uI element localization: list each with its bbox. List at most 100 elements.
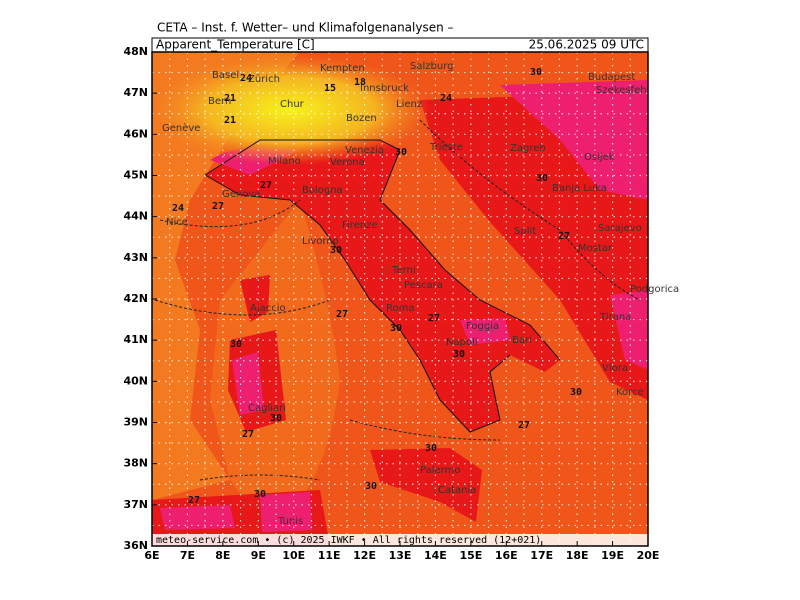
city: Tunis	[277, 516, 303, 527]
city: Napoli	[446, 337, 478, 348]
city: Firenze	[342, 220, 378, 231]
valid-time: 25.06.2025 09 UTC	[529, 38, 644, 52]
city: Podgorica	[630, 284, 679, 295]
city: Terni	[391, 265, 416, 276]
lat-label: 39N	[123, 416, 148, 429]
contour-label: 21	[224, 115, 236, 126]
contour-label: 30	[330, 245, 342, 256]
city: Bari	[512, 335, 532, 346]
lat-label: 37N	[123, 498, 148, 511]
lat-label: 41N	[123, 333, 148, 346]
city: Roma	[386, 303, 415, 314]
contour-label: 30	[425, 443, 437, 454]
lat-label: 44N	[123, 210, 148, 223]
map-field	[152, 52, 648, 546]
city: Venezia	[345, 145, 384, 156]
city: Catania	[438, 485, 476, 496]
contour-label: 27	[260, 180, 272, 191]
lon-label: 7E	[180, 549, 195, 562]
city: Palermo	[420, 465, 460, 476]
contour-label: 30	[536, 173, 548, 184]
contour-label: 24	[172, 203, 184, 214]
city: Genova	[222, 189, 260, 200]
lat-label: 47N	[123, 86, 148, 99]
city: Osijek	[584, 152, 615, 163]
city: Verona	[330, 157, 365, 168]
footer: meteo-service.com • (c) 2025 IWKF • All …	[156, 535, 541, 546]
lon-label: 8E	[215, 549, 230, 562]
contour-label: 27	[428, 313, 440, 324]
city: Milano	[268, 156, 301, 167]
lon-label: 20E	[637, 549, 660, 562]
lon-label: 19E	[601, 549, 624, 562]
lat-label: 36N	[123, 539, 148, 552]
city: Chur	[280, 99, 305, 110]
city: Ajaccio	[250, 303, 286, 314]
city: Split	[514, 226, 536, 237]
contour-label: 27	[518, 420, 530, 431]
lon-label: 15E	[459, 549, 482, 562]
lat-label: 48N	[123, 45, 148, 58]
contour-label: 27	[188, 495, 200, 506]
lon-label: 6E	[144, 549, 159, 562]
contour-label: 15	[324, 83, 336, 94]
city: Sarajevo	[598, 223, 642, 234]
lon-label: 14E	[424, 549, 447, 562]
contour-label: 30	[530, 67, 542, 78]
contour-label: 27	[336, 309, 348, 320]
city: Zagreb	[510, 143, 546, 154]
contour-label: 27	[242, 429, 254, 440]
contour-label: 30	[395, 147, 407, 158]
lon-label: 17E	[530, 549, 553, 562]
lat-label: 42N	[123, 292, 148, 305]
lon-label: 10E	[282, 549, 305, 562]
lon-label: 12E	[353, 549, 376, 562]
lon-label: 11E	[318, 549, 341, 562]
city: Innsbruck	[360, 83, 409, 94]
contour-label: 30	[270, 413, 282, 424]
contour-label: 30	[365, 481, 377, 492]
contour-label: 27	[212, 201, 224, 212]
lat-label: 45N	[123, 169, 148, 182]
city: Basel	[212, 70, 239, 81]
city: Genève	[162, 122, 200, 134]
lon-label: 13E	[389, 549, 412, 562]
contour-label: 30	[390, 323, 402, 334]
city: Banja Luka	[552, 183, 607, 194]
institute: CETA – Inst. f. Wetter– und Klimafolgena…	[157, 21, 454, 35]
city: Tirana	[599, 312, 631, 323]
lat-label: 38N	[123, 457, 148, 470]
lat-label: 43N	[123, 251, 148, 264]
city: Salzburg	[410, 61, 453, 72]
city: Kempten	[320, 63, 365, 74]
city: Lienz	[396, 99, 422, 110]
contour-label: 30	[230, 339, 242, 350]
city: Korce	[616, 387, 644, 398]
city: Nice	[166, 217, 188, 228]
lat-label: 40N	[123, 374, 148, 387]
lon-label: 16E	[495, 549, 518, 562]
contour-label: 24	[440, 93, 452, 104]
parameter: Apparent_Temperature [C]	[156, 38, 315, 52]
contour-label: 30	[254, 489, 266, 500]
city: Foggia	[466, 321, 499, 332]
city: Bologna	[302, 185, 343, 196]
contour-label: 24	[240, 73, 252, 84]
city: Pescara	[404, 280, 443, 291]
city: Vlora	[602, 363, 628, 374]
city: Cagliari	[248, 403, 286, 414]
city: Trieste	[429, 142, 463, 153]
city: Budapest	[588, 72, 635, 83]
city: Livorno	[302, 236, 339, 247]
lon-label: 18E	[566, 549, 589, 562]
city-labels: Basel Zürich Bern Genève Chur Kempten In…	[162, 61, 679, 527]
contour-label: 27	[558, 231, 570, 242]
contour-label: 21	[224, 93, 236, 104]
lat-label: 46N	[123, 127, 148, 140]
city: Bern	[208, 96, 231, 107]
contour-labels: 30 27 24 21 18 15 30 27 24 30 27 30 30 2…	[172, 67, 582, 506]
city: Zürich	[248, 74, 280, 85]
lon-label: 9E	[251, 549, 266, 562]
city: Mostar	[578, 243, 613, 254]
